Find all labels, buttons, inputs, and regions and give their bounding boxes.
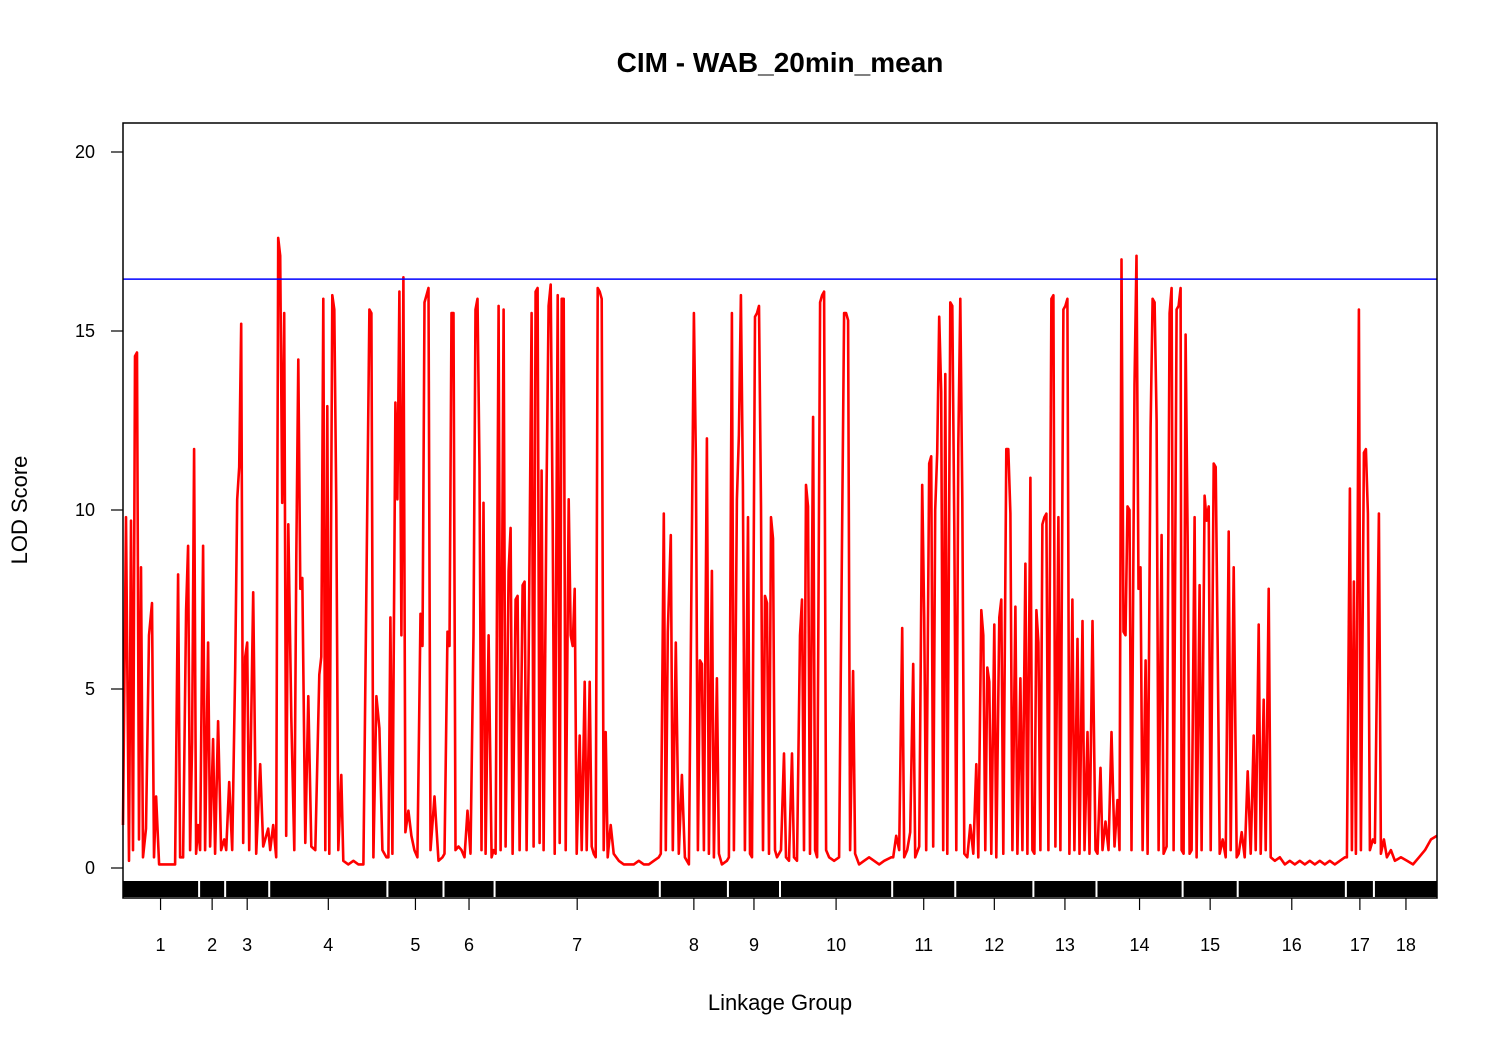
marker-segment [1346,881,1373,897]
plot-frame [122,122,1438,899]
y-tick-label: 5 [85,679,95,699]
y-tick-label: 20 [75,142,95,162]
marker-segment [1238,881,1345,897]
marker-segment [1097,881,1182,897]
y-tick-label: 15 [75,321,95,341]
y-tick-label: 0 [85,858,95,878]
x-tick-label: 8 [689,935,699,955]
marker-segment [200,881,225,897]
marker-segment [956,881,1033,897]
x-axis-label: Linkage Group [708,990,852,1015]
marker-segment [270,881,387,897]
x-tick-label: 3 [242,935,252,955]
x-tick-label: 10 [826,935,846,955]
lod-curve [121,236,1438,866]
marker-segment [444,881,494,897]
y-axis-label: LOD Score [7,456,32,565]
marker-segment [226,881,269,897]
x-tick-label: 13 [1055,935,1075,955]
marker-segment [495,881,659,897]
x-tick-label: 16 [1282,935,1302,955]
marker-segment [1374,881,1437,897]
x-tick-label: 6 [464,935,474,955]
x-tick-label: 14 [1130,935,1150,955]
x-tick-label: 7 [572,935,582,955]
chart-title: CIM - WAB_20min_mean [617,47,944,78]
x-tick-label: 4 [323,935,333,955]
marker-segment [123,881,199,897]
plot-lines [121,236,1438,866]
y-tick-label: 10 [75,500,95,520]
x-tick-label: 2 [207,935,217,955]
marker-segment [660,881,727,897]
marker-bar [123,881,1437,897]
x-tick-label: 17 [1350,935,1370,955]
x-tick-label: 12 [984,935,1004,955]
marker-segment [388,881,443,897]
marker-segment [1183,881,1237,897]
marker-segment [781,881,892,897]
x-tick-label: 1 [156,935,166,955]
x-tick-label: 5 [410,935,420,955]
y-axis: 0 5 10 15 20 [75,142,123,878]
x-tick-label: 18 [1396,935,1416,955]
marker-segment [893,881,955,897]
x-tick-label: 15 [1200,935,1220,955]
marker-segment [728,881,779,897]
marker-segment [1034,881,1096,897]
x-tick-label: 9 [749,935,759,955]
x-axis: 1 2 3 4 5 6 7 8 9 10 11 12 13 14 15 16 17 18 [156,898,1416,955]
x-tick-label: 11 [914,935,933,955]
